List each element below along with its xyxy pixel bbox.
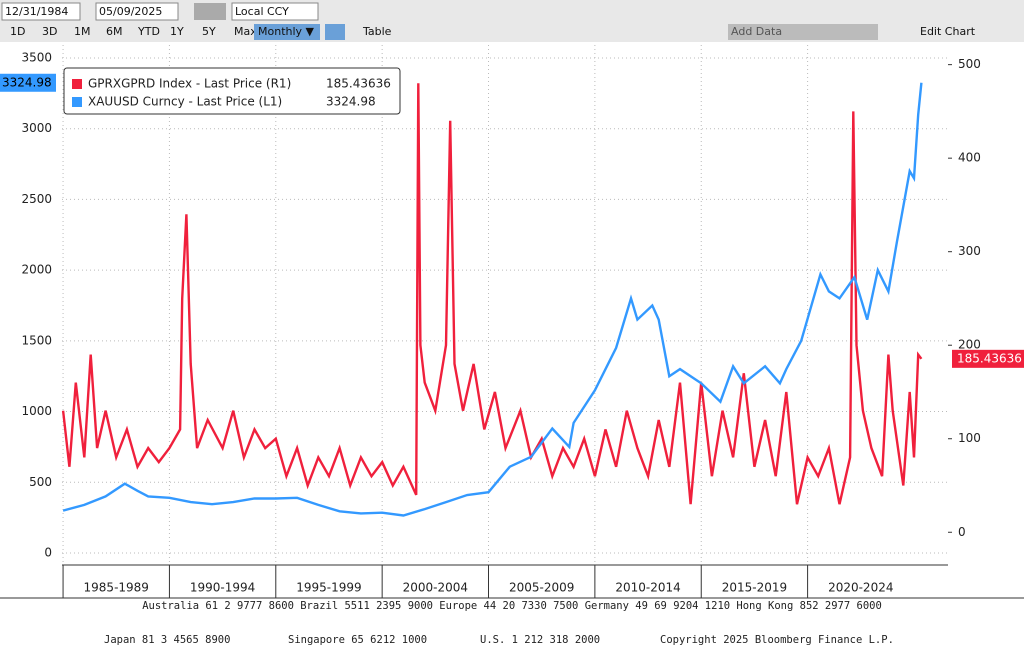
y-tick-label: 2000 (21, 263, 52, 277)
y2-tick-label: 500 (958, 57, 981, 71)
legend-label: XAUUSD Curncy - Last Price (L1) (88, 95, 282, 109)
x-tick-label: 2020-2024 (828, 581, 893, 595)
y2-tick-label: 100 (958, 431, 981, 445)
range-button[interactable]: 1D (10, 25, 25, 38)
end-date-box[interactable] (95, 2, 179, 21)
y-tick-label: 3000 (21, 121, 52, 135)
x-tick-label: 2010-2014 (615, 581, 680, 595)
frequency: Monthly ▼ (258, 25, 315, 38)
add-data-box[interactable] (728, 24, 878, 40)
range-button[interactable]: YTD (137, 25, 160, 38)
y-tick-label: 1000 (21, 404, 52, 418)
series-line (62, 82, 923, 517)
last-value: 185.43636 (957, 351, 1022, 365)
legend-label: GPRXGPRD Index - Last Price (R1) (88, 77, 291, 91)
plot-bg (0, 42, 1024, 598)
x-tick-label: 1985-1989 (84, 581, 149, 595)
y-tick-label: 1500 (21, 333, 52, 347)
last-value-flag (952, 349, 1024, 368)
color-box[interactable] (325, 24, 345, 40)
table-button[interactable]: Table (362, 25, 392, 38)
legend-value: 185.43636 (326, 77, 391, 91)
x-tick-label: 2005-2009 (509, 581, 574, 595)
range-button[interactable]: Max (234, 25, 257, 38)
legend-swatch (72, 79, 82, 89)
edit-chart[interactable]: Edit Chart (920, 25, 976, 38)
currency: Local CCY (235, 5, 289, 18)
x-tick-label: 1995-1999 (296, 581, 361, 595)
x-tick-label: 1990-1994 (190, 581, 255, 595)
add-data: Add Data (731, 25, 782, 38)
last-value: 3324.98 (2, 75, 52, 89)
frequency-box[interactable] (254, 24, 320, 40)
series-line (61, 83, 923, 505)
range-button[interactable]: 5Y (202, 25, 216, 38)
y-tick-label: 2500 (21, 192, 52, 206)
y2-tick-label: 0 (958, 525, 966, 539)
footer-item: Copyright 2025 Bloomberg Finance L.P. (660, 634, 894, 646)
y2-tick-label: 400 (958, 151, 981, 165)
x-tick-label: 2000-2004 (403, 581, 468, 595)
end-date: 05/09/2025 (99, 5, 162, 18)
y2-tick-label: 300 (958, 244, 981, 258)
range-button[interactable]: 1Y (170, 25, 184, 38)
x-tick-label: 2015-2019 (722, 581, 787, 595)
nav-buttons[interactable] (194, 3, 226, 20)
range-button[interactable]: 1M (74, 25, 91, 38)
range-button[interactable]: 3D (42, 25, 57, 38)
y-tick-label: 3500 (21, 51, 52, 65)
footer-contacts: Australia 61 2 9777 8600 Brazil 5511 239… (142, 600, 882, 612)
footer-item: Singapore 65 6212 1000 (288, 634, 427, 646)
start-date: 12/31/1984 (5, 5, 68, 18)
last-value-flag (0, 73, 56, 92)
legend-swatch (72, 97, 82, 107)
footer-item: Japan 81 3 4565 8900 (104, 634, 230, 646)
footer-item: U.S. 1 212 318 2000 (480, 634, 600, 646)
y2-tick-label: 200 (958, 338, 981, 352)
y-tick-label: 0 (44, 545, 52, 559)
legend-value: 3324.98 (326, 95, 376, 109)
y-tick-label: 500 (29, 475, 52, 489)
start-date-box[interactable] (1, 2, 81, 21)
range-button[interactable]: 6M (106, 25, 123, 38)
legend-box (63, 67, 401, 115)
currency-box[interactable] (231, 2, 319, 21)
